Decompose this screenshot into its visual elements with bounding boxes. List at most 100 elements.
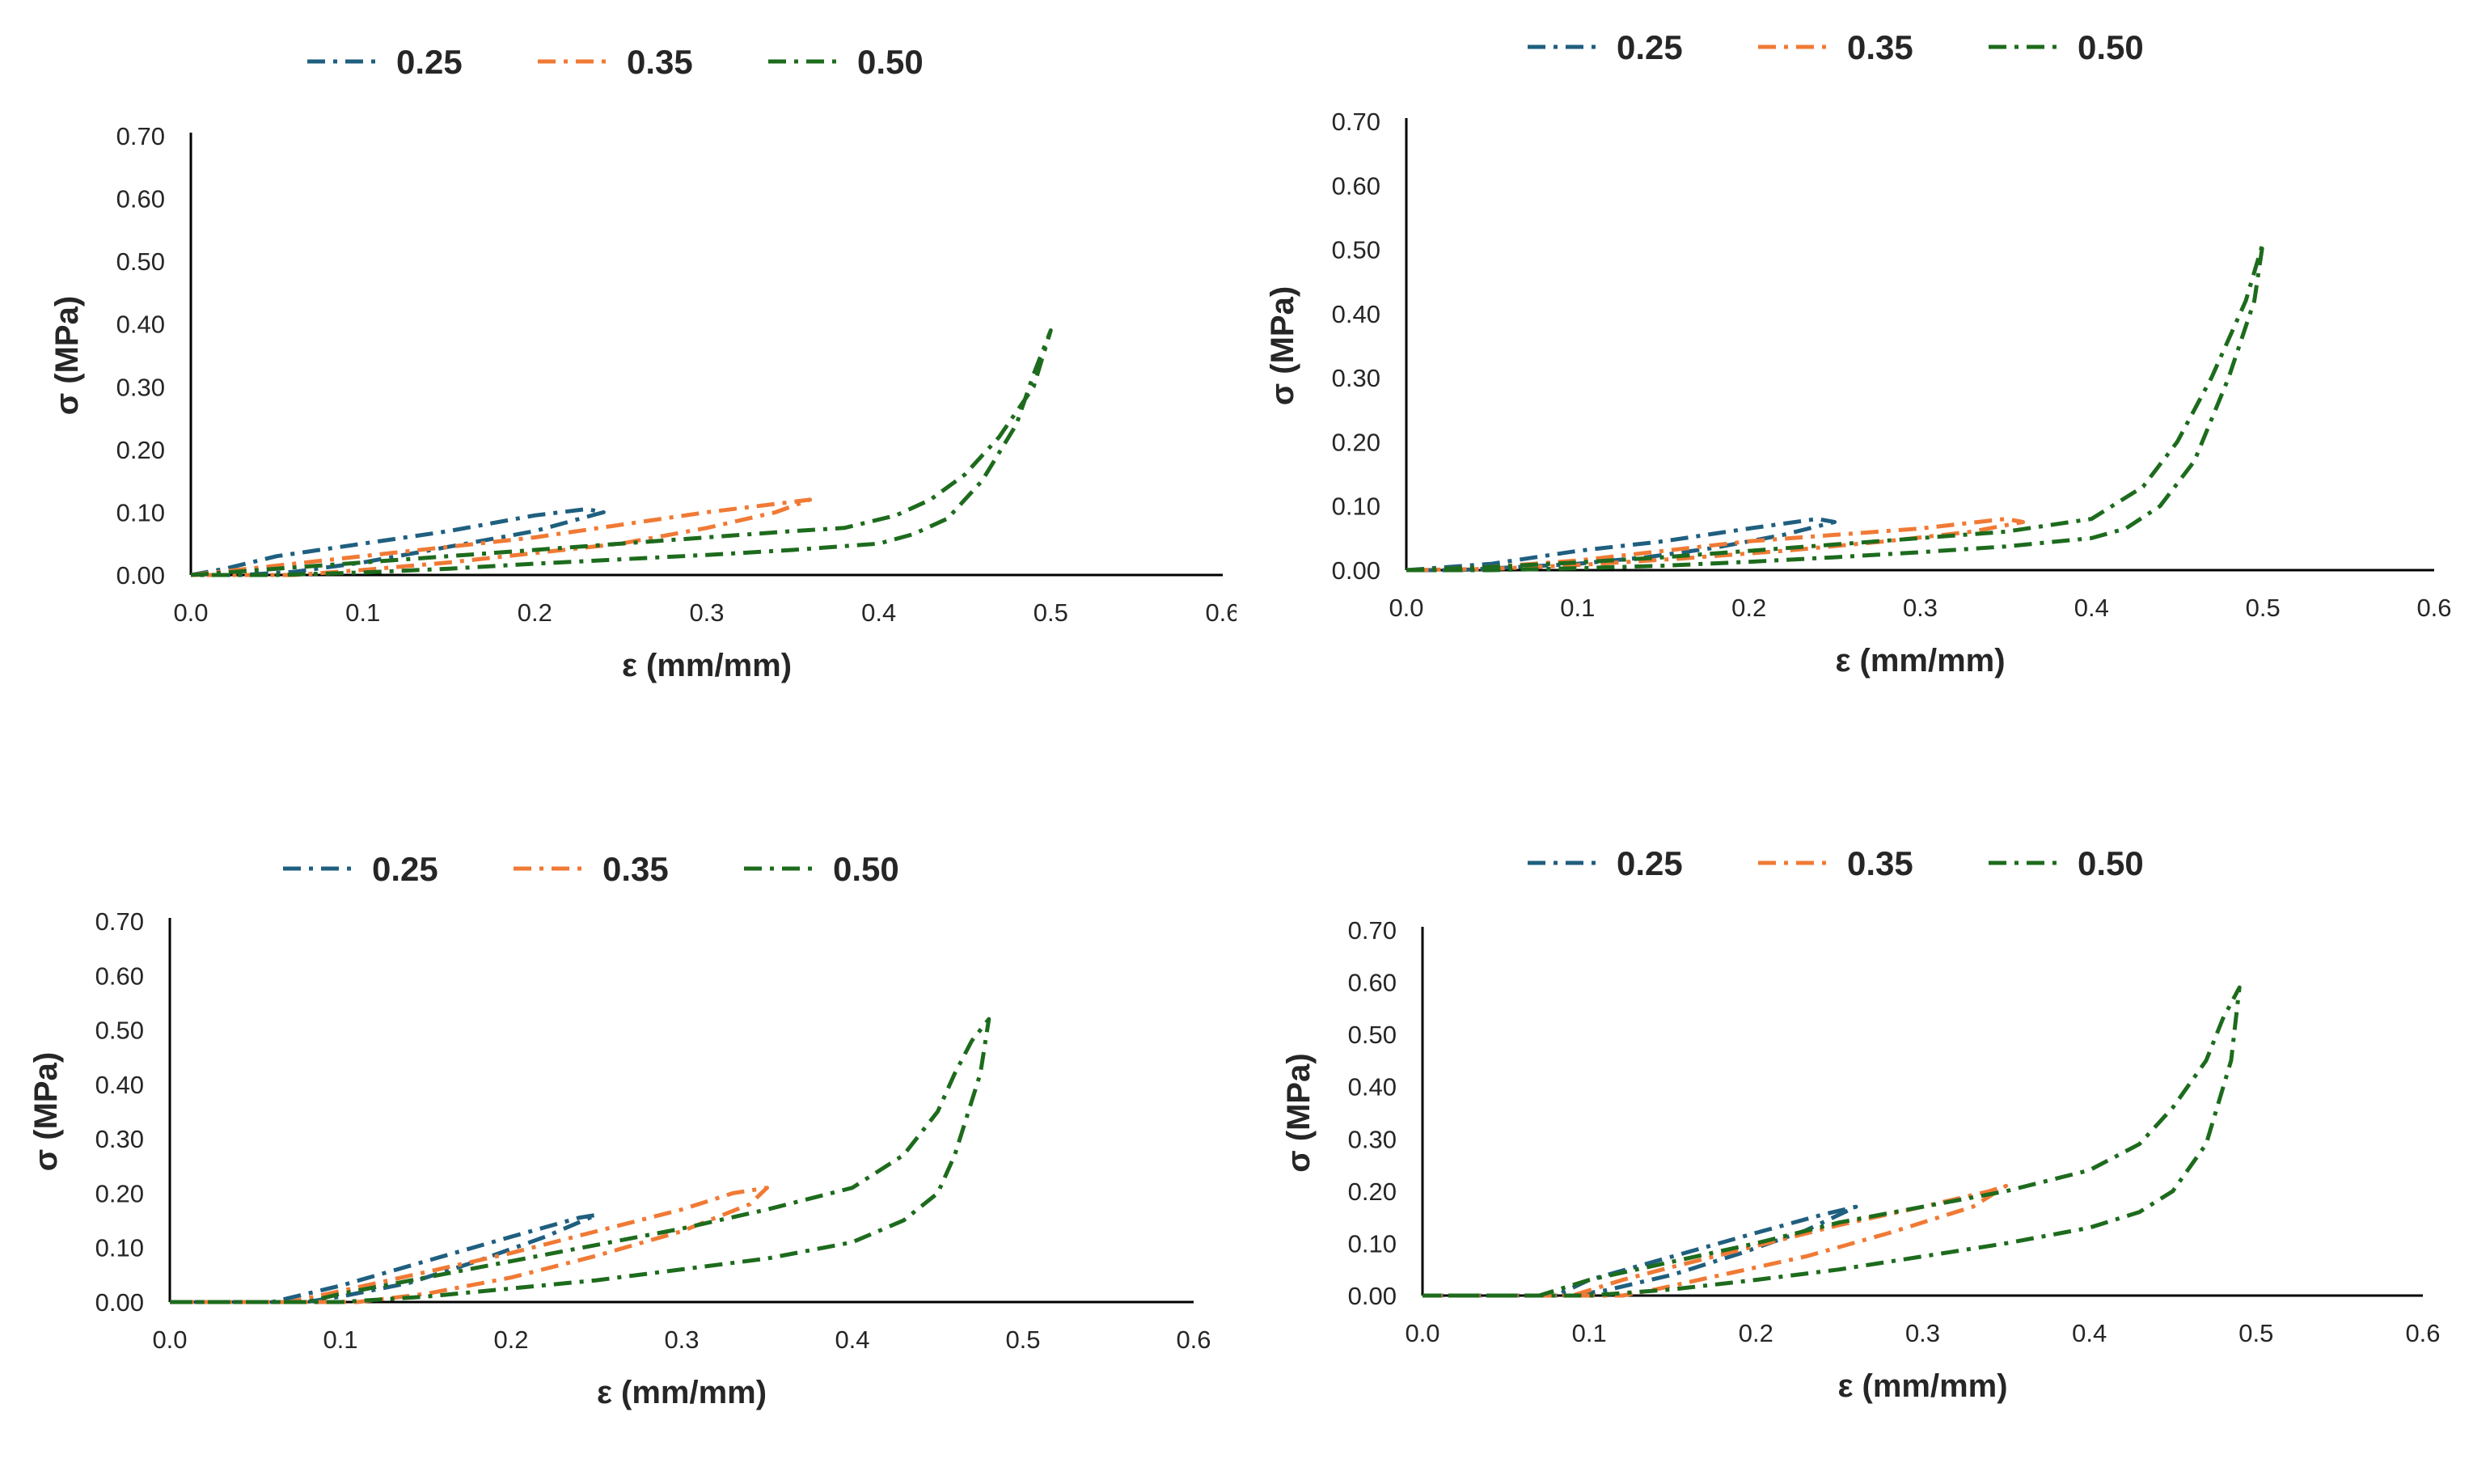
series-line-0-50 (1423, 985, 2242, 1298)
y-tick-label: 0.70 (1348, 916, 1397, 945)
y-tick-label: 0.40 (1332, 300, 1380, 328)
legend-item: 0.25 (1528, 844, 1683, 882)
legend-label: 0.50 (2078, 844, 2144, 882)
legend-item: 0.25 (283, 850, 438, 888)
y-tick-label: 0.60 (1332, 171, 1380, 200)
series-line-0-35 (190, 497, 813, 577)
x-axis-title: ε (mm/mm) (622, 648, 792, 683)
y-tick-label: 0.20 (95, 1179, 144, 1207)
x-tick-label: 0.6 (2416, 594, 2451, 622)
x-tick-label: 0.0 (1389, 594, 1423, 622)
x-tick-label: 0.3 (1905, 1319, 1940, 1347)
series-line-0-50 (190, 328, 1053, 577)
legend-item: 0.35 (538, 43, 693, 81)
y-tick-label: 0.30 (116, 373, 165, 401)
y-axis-title: σ (MPa) (1281, 1053, 1317, 1172)
legend-label: 0.50 (833, 850, 899, 888)
series-line-0-50 (1406, 241, 2265, 573)
x-tick-label: 0.3 (664, 1325, 699, 1354)
y-tick-label: 0.50 (1348, 1021, 1397, 1049)
legend-item: 0.50 (768, 43, 924, 81)
legend-label: 0.35 (1847, 844, 1913, 882)
x-tick-label: 0.1 (1572, 1319, 1607, 1347)
y-tick-label: 0.60 (1348, 969, 1397, 997)
legend-label: 0.35 (1847, 28, 1913, 66)
x-tick-label: 0.2 (1731, 594, 1766, 622)
y-tick-label: 0.30 (1332, 364, 1380, 392)
y-tick-label: 0.60 (95, 962, 144, 990)
chart-panel-bottom-right: 0.25 0.35 0.50 0.00 0.10 0.20 0.30 0.40 0.50 0.60… (1236, 742, 2473, 1484)
series-line-0-35 (1423, 1183, 2009, 1298)
x-tick-label: 0.1 (1560, 594, 1595, 622)
x-tick-label: 0.4 (861, 598, 896, 627)
y-tick-label: 0.20 (1348, 1177, 1397, 1206)
y-tick-label: 0.10 (1348, 1229, 1397, 1258)
stress-strain-chart: 0.25 0.35 0.500.000.100.200.300.400.500.60… (1265, 28, 2452, 679)
stress-strain-chart: 0.25 0.35 0.500.000.100.200.300.400.500.60… (28, 850, 1211, 1410)
chart-panel-top-left: 0.25 0.35 0.50 0.00 0.10 0.20 0.30 0.40 0.50 0.60… (0, 0, 1236, 742)
x-tick-label: 0.2 (493, 1325, 528, 1354)
x-tick-label: 0.5 (1005, 1325, 1040, 1354)
x-axis-title: ε (mm/mm) (597, 1375, 767, 1410)
stress-strain-chart: 0.25 0.35 0.500.000.100.200.300.400.500.60… (1281, 844, 2441, 1404)
y-tick-label: 0.00 (1332, 556, 1380, 585)
legend-label: 0.25 (396, 43, 463, 81)
y-tick-label: 0.70 (116, 122, 165, 150)
series-line-0-50 (170, 1017, 991, 1304)
y-tick-label: 0.30 (95, 1125, 144, 1153)
x-tick-label: 0.0 (1405, 1319, 1439, 1347)
series-line-0-25 (190, 507, 606, 577)
legend-item: 0.50 (744, 850, 899, 888)
chart-legend: 0.25 0.35 0.50 (283, 850, 899, 888)
chart-legend: 0.25 0.35 0.50 (307, 43, 924, 81)
y-tick-label: 0.70 (1332, 108, 1380, 136)
legend-label: 0.50 (2078, 28, 2144, 66)
y-tick-label: 0.50 (95, 1017, 144, 1045)
legend-label: 0.35 (627, 43, 693, 81)
legend-item: 0.50 (1989, 844, 2144, 882)
y-tick-label: 0.10 (95, 1234, 144, 1262)
x-axis-title: ε (mm/mm) (1835, 643, 2005, 679)
y-tick-label: 0.10 (1332, 493, 1380, 521)
y-tick-label: 0.50 (1332, 236, 1380, 264)
legend-label: 0.25 (372, 850, 438, 888)
x-tick-label: 0.4 (2072, 1319, 2107, 1347)
x-tick-label: 0.2 (518, 598, 552, 627)
stress-strain-chart: 0.25 0.35 0.50 0.00 0.10 0.20 0.30 0.40 0.50 0.60… (49, 43, 1236, 683)
x-tick-label: 0.2 (1739, 1319, 1773, 1347)
y-tick-label: 0.20 (116, 436, 165, 464)
chart-legend: 0.25 0.35 0.50 (1528, 28, 2144, 66)
x-tick-label: 0.4 (835, 1325, 869, 1354)
x-tick-label: 0.1 (345, 598, 380, 627)
y-tick-label: 0.10 (116, 498, 165, 526)
x-tick-label: 0.6 (2405, 1319, 2440, 1347)
chart-panel-top-right: 0.25 0.35 0.50 0.00 0.10 0.20 0.30 0.40 0.50 0.60… (1236, 0, 2473, 742)
y-axis-title: σ (MPa) (1265, 286, 1300, 405)
x-tick-label: 0.5 (2246, 594, 2281, 622)
y-tick-label: 0.60 (116, 185, 165, 214)
series-line-0-35 (1406, 517, 2026, 573)
series-line-0-25 (1423, 1204, 1858, 1298)
y-tick-label: 0.00 (1348, 1282, 1397, 1310)
x-axis-title: ε (mm/mm) (1837, 1368, 2007, 1404)
x-tick-label: 0.3 (1903, 594, 1938, 622)
legend-item: 0.35 (1758, 28, 1913, 66)
y-tick-label: 0.00 (95, 1288, 144, 1317)
y-tick-label: 0.00 (116, 561, 165, 590)
y-tick-label: 0.40 (1348, 1073, 1397, 1101)
y-tick-label: 0.50 (116, 247, 165, 276)
series-line-0-35 (170, 1186, 769, 1304)
y-tick-label: 0.40 (116, 311, 165, 339)
x-tick-label: 0.1 (323, 1325, 357, 1354)
series-line-0-25 (1406, 517, 1837, 573)
y-tick-label: 0.30 (1348, 1125, 1397, 1153)
chart-panel-bottom-left: 0.25 0.35 0.50 0.00 0.10 0.20 0.30 0.40 0.50 0.60… (0, 742, 1236, 1484)
x-tick-label: 0.4 (2074, 594, 2109, 622)
x-tick-label: 0.0 (173, 598, 208, 627)
y-axis-title: σ (MPa) (28, 1052, 64, 1171)
legend-label: 0.25 (1617, 844, 1683, 882)
legend-label: 0.25 (1617, 28, 1683, 66)
x-tick-label: 0.5 (1034, 598, 1068, 627)
legend-item: 0.35 (1758, 844, 1913, 882)
chart-legend: 0.25 0.35 0.50 (1528, 844, 2144, 882)
